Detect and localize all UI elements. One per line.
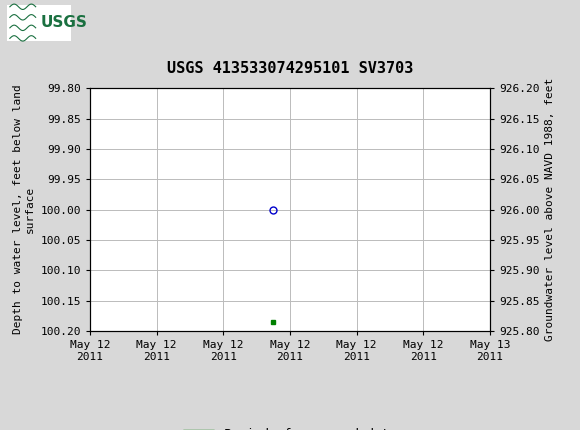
Bar [7,4,71,41]
Y-axis label: Depth to water level, feet below land
surface: Depth to water level, feet below land su… [13,85,35,335]
Text: USGS 413533074295101 SV3703: USGS 413533074295101 SV3703 [167,61,413,76]
Legend: Period of approved data: Period of approved data [178,423,402,430]
Text: USGS: USGS [40,15,87,30]
Y-axis label: Groundwater level above NAVD 1988, feet: Groundwater level above NAVD 1988, feet [545,78,555,341]
